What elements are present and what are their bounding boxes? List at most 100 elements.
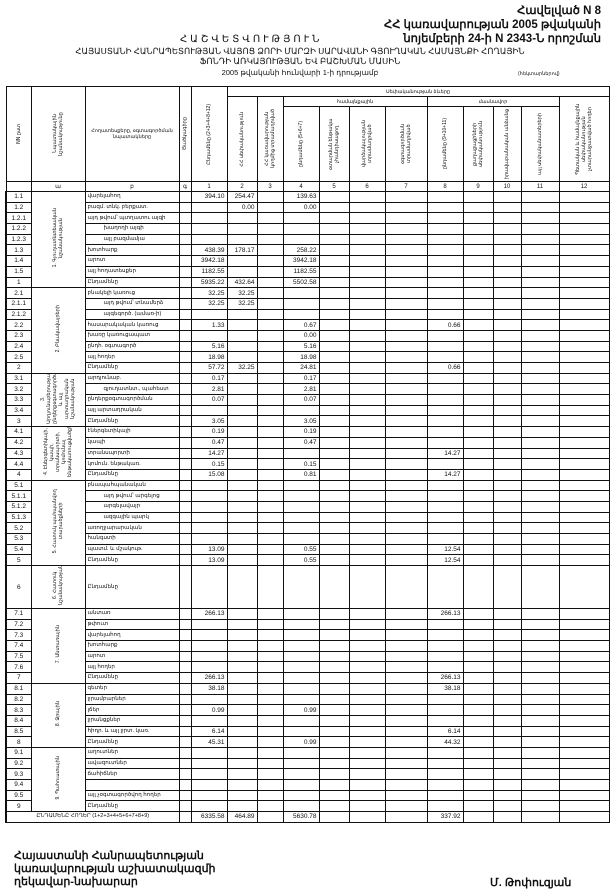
cell-col-7: [384, 736, 428, 748]
row-number: 3.1: [5, 372, 32, 385]
row-label: այլ հողեր: [84, 351, 180, 363]
cell-col-11: [520, 276, 560, 289]
header-col-5-text: օտարման ենթակա չհանդիսացող: [328, 118, 340, 170]
cell-col-2: [226, 661, 258, 674]
row-label: այդ թվում՝ պտղատու այգի: [84, 212, 180, 225]
cell-col-12: [558, 340, 610, 353]
cell-col-5: [318, 629, 350, 642]
cell-col-4: [282, 212, 320, 225]
cell-col-12: [558, 725, 610, 738]
row-label: առողջարարական: [84, 522, 180, 534]
header-col-12: Պետական և համայնքային սեփականության չտար…: [558, 96, 610, 182]
subtitle-line: ՀԱՅԱՍՏԱՆԻ ՀԱՆՐԱՊԵՏՈՒԹՅԱՆ ՎԱՅՈՑ ՁՈՐԻ ՄԱՐԶ…: [75, 46, 525, 56]
cell-col-2: [226, 372, 258, 385]
cell-col-9: [462, 329, 494, 342]
cell-col-1: [190, 490, 228, 502]
cell-col-5: [318, 789, 350, 802]
cell-col-8: [426, 800, 464, 813]
row-number: 1.2: [5, 201, 32, 214]
cell-col-5: [318, 255, 350, 267]
cell-col-10: [492, 789, 522, 802]
cell-col-5: [318, 415, 350, 428]
row-label: խոտհարք: [84, 244, 180, 257]
cell-col-8: 0.66: [426, 362, 464, 374]
cell-col-1: [190, 511, 228, 524]
cell-col-10: [492, 736, 522, 748]
cell-col-2: [226, 415, 258, 428]
annex-reference: Հավելված N 8 ՀՀ կառավարության 2005 թվակա…: [384, 4, 601, 46]
table-row: 7.6 այլ հողեր: [5, 661, 610, 674]
cell-col-11: [520, 479, 560, 492]
column-number: ա: [30, 181, 86, 192]
cell-col-11: [520, 244, 560, 257]
row-label: Ընդամենը: [84, 415, 180, 428]
cell-col-8: 14.27: [426, 447, 464, 460]
cell-col-5: [318, 329, 350, 342]
cell-col-3: [256, 811, 284, 823]
cell-code: [178, 500, 192, 513]
cell-col-12: [558, 789, 610, 802]
cell-col-6: [348, 223, 386, 235]
cell-col-7: [384, 490, 428, 502]
cell-col-4: 5502.58: [282, 276, 320, 289]
cell-col-2: 0.00: [226, 201, 258, 214]
cell-col-7: [384, 255, 428, 267]
cell-col-4: 0.55: [282, 554, 320, 567]
cell-col-1: [190, 789, 228, 802]
cell-col-5: [318, 554, 350, 567]
total-label: ԸՆԴԱՄԵՆԸ ՀՈՂԵՐ (1+2+3+4+5+6+7+8+9): [5, 811, 180, 823]
cell-col-3: [256, 704, 284, 716]
cell-col-2: [226, 212, 258, 225]
cell-col-11: [520, 500, 560, 513]
header-name: Հողատեսքերը, օգտագործման նպատակները: [84, 86, 180, 182]
cell-col-5: [318, 233, 350, 246]
cell-col-10: [492, 768, 522, 780]
cell-col-5: [318, 340, 350, 353]
cell-col-3: [256, 736, 284, 748]
cell-col-3: [256, 757, 284, 770]
cell-col-3: [256, 746, 284, 759]
cell-col-3: [256, 479, 284, 492]
group-label: 2. Բնակավայրերի: [55, 305, 61, 353]
cell-col-1: [190, 714, 228, 727]
cell-col-2: [226, 608, 258, 620]
cell-col-4: [282, 757, 320, 770]
cell-col-7: [384, 308, 428, 321]
cell-col-5: [318, 811, 350, 823]
row-label: տրանսպորտի: [84, 447, 180, 460]
cell-col-3: [256, 404, 284, 417]
cell-col-6: [348, 704, 386, 716]
table-row: 5.1.1 այդ թվում՝ արգելոց: [5, 490, 610, 502]
cell-code: [178, 372, 192, 385]
cell-col-7: [384, 244, 428, 257]
cell-col-1: 1182.55: [190, 265, 228, 278]
cell-col-4: 0.67: [282, 319, 320, 331]
cell-col-9: [462, 661, 494, 674]
table-row: 7.1 7. Անտառային անտառ 266.13 266.13: [5, 608, 610, 684]
cell-col-11: [520, 329, 560, 342]
cell-col-8: [426, 329, 464, 342]
cell-col-4: [282, 789, 320, 802]
cell-col-7: [384, 543, 428, 556]
cell-col-8: [426, 714, 464, 727]
row-label: կոմուն. ենթակառ.: [84, 458, 180, 470]
document-subtitle: ՀԱՅԱՍՏԱՆԻ ՀԱՆՐԱՊԵՏՈՒԹՅԱՆ ՎԱՅՈՑ ՁՈՐԻ ՄԱՐԶ…: [0, 46, 600, 66]
cell-col-4: [282, 682, 320, 695]
cell-col-10: [492, 661, 522, 674]
table-row: 9.2 ավազուտներ: [5, 757, 610, 770]
cell-col-5: [318, 533, 350, 545]
cell-col-12: [558, 458, 610, 470]
cell-col-9: [462, 201, 494, 214]
cell-col-2: [226, 640, 258, 652]
cell-col-4: [282, 725, 320, 738]
cell-col-7: [384, 618, 428, 631]
header-col-11: այլ սեփականատերերի: [520, 106, 560, 182]
cell-code: [178, 276, 192, 289]
cell-col-9: [462, 736, 494, 748]
row-label: արգելավայր: [84, 500, 180, 513]
cell-col-2: [226, 233, 258, 246]
cell-col-12: [558, 244, 610, 257]
header-row: NN ըստ Նպատակային նշանակությունը Հողատեսքե…: [5, 86, 610, 182]
cell-col-5: [318, 522, 350, 534]
cell-col-12: [558, 426, 610, 438]
